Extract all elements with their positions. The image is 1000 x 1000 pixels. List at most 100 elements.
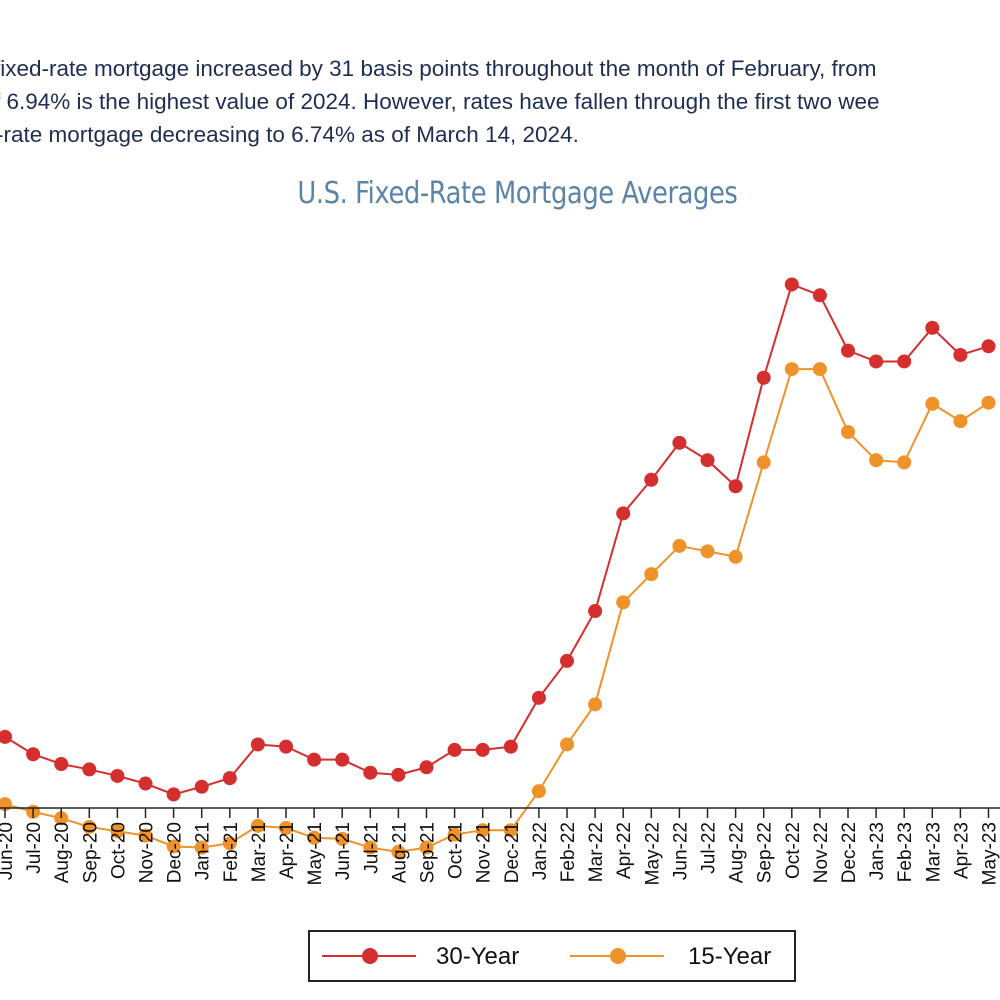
data-point-30-year-dec-22 (841, 343, 855, 358)
data-point-15-year-oct-20 (110, 824, 125, 839)
intro-line-2: f 6.94% is the highest value of 2024. Ho… (0, 89, 880, 114)
x-tick-label: May-21 (305, 822, 326, 885)
intro-line-1: fixed-rate mortgage increased by 31 basi… (0, 56, 877, 81)
data-point-15-year-may-21 (307, 830, 322, 845)
legend-label-15-year: 15-Year (688, 943, 772, 970)
x-tick-label: Jun-21 (333, 822, 354, 880)
data-point-15-year-mar-21 (250, 818, 265, 833)
x-ticks (4, 808, 990, 818)
x-tick-label: Feb-22 (558, 822, 579, 882)
data-point-30-year-aug-21 (391, 767, 406, 782)
data-point-30-year-sep-22 (756, 370, 771, 385)
series-points (0, 277, 996, 859)
data-point-30-year-mar-21 (250, 737, 265, 752)
legend-marker-30-year (362, 948, 378, 964)
data-point-15-year-jun-21 (335, 831, 350, 846)
data-point-15-year-jul-22 (700, 544, 715, 559)
x-tick-label: Mar-21 (249, 822, 270, 882)
chart-legend: 30-Year 15-Year (308, 930, 796, 982)
data-point-15-year-may-23 (981, 395, 996, 410)
x-tick-label: Nov-22 (811, 822, 832, 883)
data-point-15-year-aug-21 (391, 844, 406, 859)
x-tick-label: May-22 (642, 822, 663, 885)
x-tick-label: Dec-20 (165, 822, 186, 883)
x-tick-label: Apr-23 (951, 822, 972, 879)
x-tick-label: Jul-22 (699, 822, 720, 874)
x-tick-label: Mar-23 (923, 822, 944, 882)
data-point-30-year-jun-20 (0, 729, 12, 744)
series-line-30-year (4, 283, 989, 796)
chart-title: U.S. Fixed-Rate Mortgage Averages (297, 176, 738, 211)
data-point-15-year-jan-22 (531, 784, 546, 799)
data-point-30-year-may-22 (644, 472, 659, 487)
data-point-30-year-feb-22 (560, 653, 574, 668)
data-point-30-year-apr-23 (953, 347, 968, 362)
data-point-30-year-jul-21 (363, 765, 378, 780)
data-point-30-year-jun-21 (335, 752, 350, 767)
data-point-30-year-nov-22 (812, 288, 827, 303)
x-tick-label: Mar-22 (586, 822, 607, 882)
x-tick-label: Dec-21 (502, 822, 523, 883)
data-point-30-year-mar-23 (925, 320, 940, 335)
data-point-15-year-sep-20 (82, 819, 97, 834)
x-tick-label: Jan-22 (530, 822, 551, 880)
x-tick-labels: Jun-20 Jul-20 Aug-20 Sep-20 Oct-20 Nov-20 Dec-… (0, 822, 1000, 885)
x-tick-label: Jun-20 (0, 822, 17, 880)
data-point-15-year-nov-21 (475, 823, 490, 838)
data-point-15-year-feb-21 (222, 836, 237, 851)
data-point-30-year-mar-22 (588, 604, 603, 619)
data-point-30-year-oct-21 (447, 742, 462, 757)
data-point-15-year-apr-21 (279, 821, 293, 836)
data-point-30-year-jul-20 (26, 747, 41, 762)
data-point-30-year-feb-23 (897, 354, 912, 369)
data-point-15-year-aug-22 (728, 549, 743, 564)
data-point-30-year-jul-22 (700, 453, 715, 468)
x-tick-label: Apr-21 (277, 822, 298, 879)
x-tick-label: Nov-21 (474, 822, 495, 883)
data-point-15-year-dec-20 (166, 839, 181, 854)
data-point-15-year-jan-21 (194, 840, 209, 855)
x-tick-label: Feb-23 (895, 822, 916, 882)
data-point-15-year-jul-21 (363, 840, 378, 855)
data-point-30-year-dec-20 (166, 787, 181, 802)
data-point-15-year-apr-22 (616, 595, 631, 610)
x-tick-label: Sep-22 (755, 822, 776, 883)
data-point-30-year-aug-22 (728, 479, 743, 494)
x-tick-label: Oct-21 (446, 822, 467, 879)
data-point-30-year-may-23 (981, 339, 996, 354)
data-point-30-year-may-21 (307, 752, 322, 767)
data-point-15-year-oct-22 (784, 362, 799, 377)
intro-paragraph: fixed-rate mortgage increased by 31 basi… (0, 52, 1000, 151)
data-point-30-year-dec-21 (503, 739, 518, 754)
x-tick-label: Aug-22 (727, 822, 748, 883)
data-point-15-year-aug-20 (54, 811, 69, 826)
data-point-30-year-aug-20 (54, 757, 69, 772)
data-point-15-year-oct-21 (447, 827, 462, 842)
x-tick-label: Nov-20 (137, 822, 158, 883)
data-point-30-year-sep-20 (82, 762, 97, 777)
data-point-15-year-jun-20 (0, 797, 12, 812)
data-point-15-year-feb-23 (897, 455, 912, 470)
x-tick-label: Sep-21 (418, 822, 439, 883)
data-point-30-year-jan-23 (869, 354, 884, 369)
data-point-30-year-jun-22 (672, 435, 687, 450)
x-tick-label: Aug-20 (52, 822, 73, 883)
data-point-15-year-feb-22 (560, 737, 574, 752)
data-point-15-year-dec-22 (841, 425, 855, 439)
data-point-30-year-apr-22 (616, 506, 631, 521)
x-tick-label: Oct-22 (783, 822, 804, 879)
series-lines (4, 283, 990, 853)
data-point-15-year-may-22 (644, 567, 659, 582)
data-point-30-year-jan-21 (194, 779, 209, 794)
data-point-15-year-sep-21 (419, 840, 434, 855)
x-tick-label: Feb-21 (221, 822, 242, 882)
x-tick-label: Jan-21 (193, 822, 214, 880)
data-point-30-year-oct-20 (110, 768, 125, 783)
data-point-15-year-apr-23 (953, 414, 968, 429)
x-tick-label: Aug-21 (389, 822, 410, 883)
data-point-15-year-mar-23 (925, 396, 940, 411)
x-tick-label: Jan-23 (867, 822, 888, 880)
x-tick-label: Oct-20 (108, 822, 129, 879)
data-point-15-year-nov-22 (812, 362, 827, 377)
